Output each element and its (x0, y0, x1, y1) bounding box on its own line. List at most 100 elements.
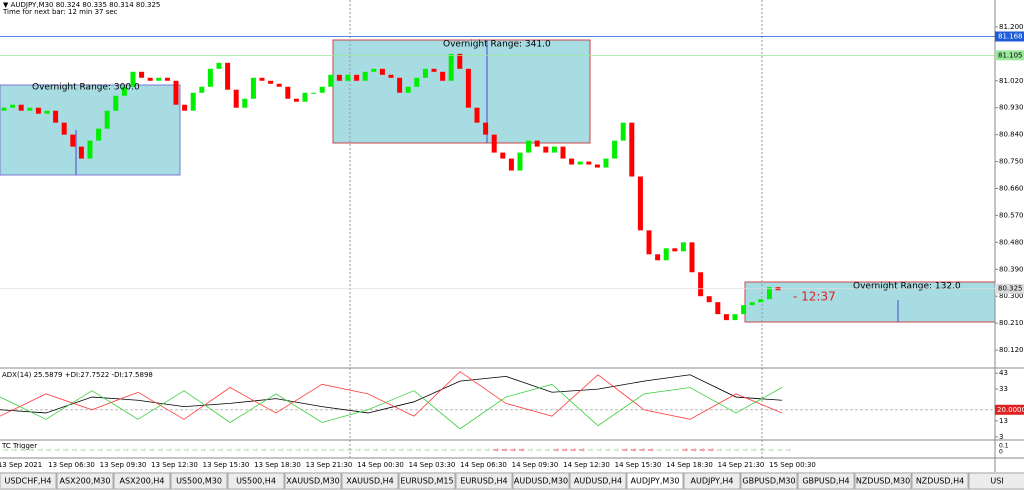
symbol-tab[interactable] (569, 472, 627, 490)
range-box (0, 84, 181, 176)
y-tick-label: 81.020 (999, 77, 1024, 85)
symbol-tab[interactable] (398, 472, 456, 490)
candle (422, 68, 428, 78)
y-tick-label: 33 (999, 385, 1008, 393)
tab-label: NZDUSD,M30 (856, 477, 910, 486)
candle (379, 68, 385, 75)
symbol-tab[interactable] (683, 472, 741, 490)
candle (508, 158, 514, 171)
candle (646, 230, 652, 255)
candle (18, 104, 24, 111)
symbol-tab[interactable] (455, 472, 513, 490)
tab-label: AUDJPY,M30 (630, 477, 679, 486)
trigger-arrow: ⇨ (665, 446, 671, 454)
trigger-arrow: ⇨ (227, 446, 233, 454)
trigger-arrow: ⇨ (691, 446, 697, 454)
trigger-arrow: ⇨ (648, 446, 654, 454)
candle (388, 74, 394, 78)
candle (225, 62, 231, 90)
candle (749, 302, 755, 306)
symbol-tab[interactable] (626, 472, 684, 490)
trigger-arrow: ⇨ (545, 446, 551, 454)
candle (328, 74, 334, 87)
candle (345, 74, 351, 81)
trigger-arrow: ⇨ (459, 446, 465, 454)
candle (61, 122, 67, 135)
candle (70, 134, 76, 147)
candle (268, 80, 274, 84)
trigger-arrow: ⇨ (519, 446, 525, 454)
candle (637, 176, 643, 231)
trigger-arrow: ⇨ (166, 446, 172, 454)
trigger-arrow: ⇨ (682, 446, 688, 454)
candle (620, 122, 626, 141)
trigger-arrow: ⇨ (588, 446, 594, 454)
candle (302, 92, 308, 102)
candle (10, 104, 16, 108)
candle (397, 77, 403, 93)
trigger-arrow: ⇨ (201, 446, 207, 454)
trigger-arrow: ⇨ (734, 446, 740, 454)
trigger-arrow: ⇨ (700, 446, 706, 454)
trigger-arrow: ⇨ (123, 446, 129, 454)
trigger-arrow: ⇨ (287, 446, 293, 454)
candle (216, 62, 222, 69)
candle (405, 86, 411, 93)
symbol-tab[interactable] (0, 472, 57, 490)
symbol-tab[interactable] (56, 472, 114, 490)
trigger-arrow: ⇨ (72, 446, 78, 454)
candle (680, 242, 686, 252)
candle (199, 86, 205, 93)
tab-label: GBPUSD,M30 (742, 477, 795, 486)
trigger-arrow: ⇨ (37, 446, 43, 454)
symbol-tab[interactable] (284, 472, 342, 490)
annotation: Overnight Range: 341.0 (443, 40, 551, 50)
tab-label: EURUSD,M15 (400, 477, 453, 486)
symbol-tab[interactable] (227, 472, 285, 490)
symbol-tab[interactable] (341, 472, 399, 490)
trigger-arrow: ⇨ (768, 446, 774, 454)
trigger-arrow: ⇨ (184, 446, 190, 454)
symbol-tab[interactable] (113, 472, 171, 490)
candle (371, 68, 377, 72)
trigger-arrow: ⇨ (321, 446, 327, 454)
trigger-arrow: ⇨ (373, 446, 379, 454)
trigger-arrow: ⇨ (476, 446, 482, 454)
trigger-arrow: ⇨ (89, 446, 95, 454)
candle (474, 107, 480, 123)
y-tick-label: 80.930 (999, 104, 1024, 112)
candle (156, 77, 162, 81)
trigger-arrow: ⇨ (356, 446, 362, 454)
symbol-tab[interactable] (911, 472, 969, 490)
candle (182, 104, 188, 111)
trigger-arrow: ⇨ (29, 446, 35, 454)
symbol-tab[interactable] (512, 472, 570, 490)
trigger-arrow: ⇨ (192, 446, 198, 454)
trigger-arrow: ⇨ (252, 446, 258, 454)
trigger-arrow: ⇨ (12, 446, 18, 454)
symbol-header: ▼ AUDJPY,M30 80.324 80.335 80.314 80.325 (3, 1, 160, 9)
candle (457, 53, 463, 69)
trigger-arrow: ⇨ (493, 446, 499, 454)
trigger-arrow: ⇨ (631, 446, 637, 454)
candle (78, 146, 84, 159)
symbol-tab[interactable] (854, 472, 912, 490)
candle (758, 299, 764, 303)
symbol-tab[interactable] (797, 472, 855, 490)
candle (250, 77, 256, 99)
symbol-tab[interactable] (170, 472, 228, 490)
y-tick-label: 80.840 (999, 131, 1024, 139)
trigger-arrow: ⇨ (622, 446, 628, 454)
annotation: Overnight Range: 132.0 (853, 282, 961, 292)
candle (104, 110, 110, 129)
candle (242, 98, 248, 108)
tab-label: US500,H4 (236, 477, 276, 486)
symbol-tab[interactable] (968, 472, 1024, 490)
symbol-tab[interactable] (740, 472, 798, 490)
candle (672, 248, 678, 252)
trigger-arrow: ⇨ (278, 446, 284, 454)
y-tick-label: 80.390 (999, 265, 1024, 273)
candle (500, 152, 506, 159)
trigger-arrow: ⇨ (270, 446, 276, 454)
